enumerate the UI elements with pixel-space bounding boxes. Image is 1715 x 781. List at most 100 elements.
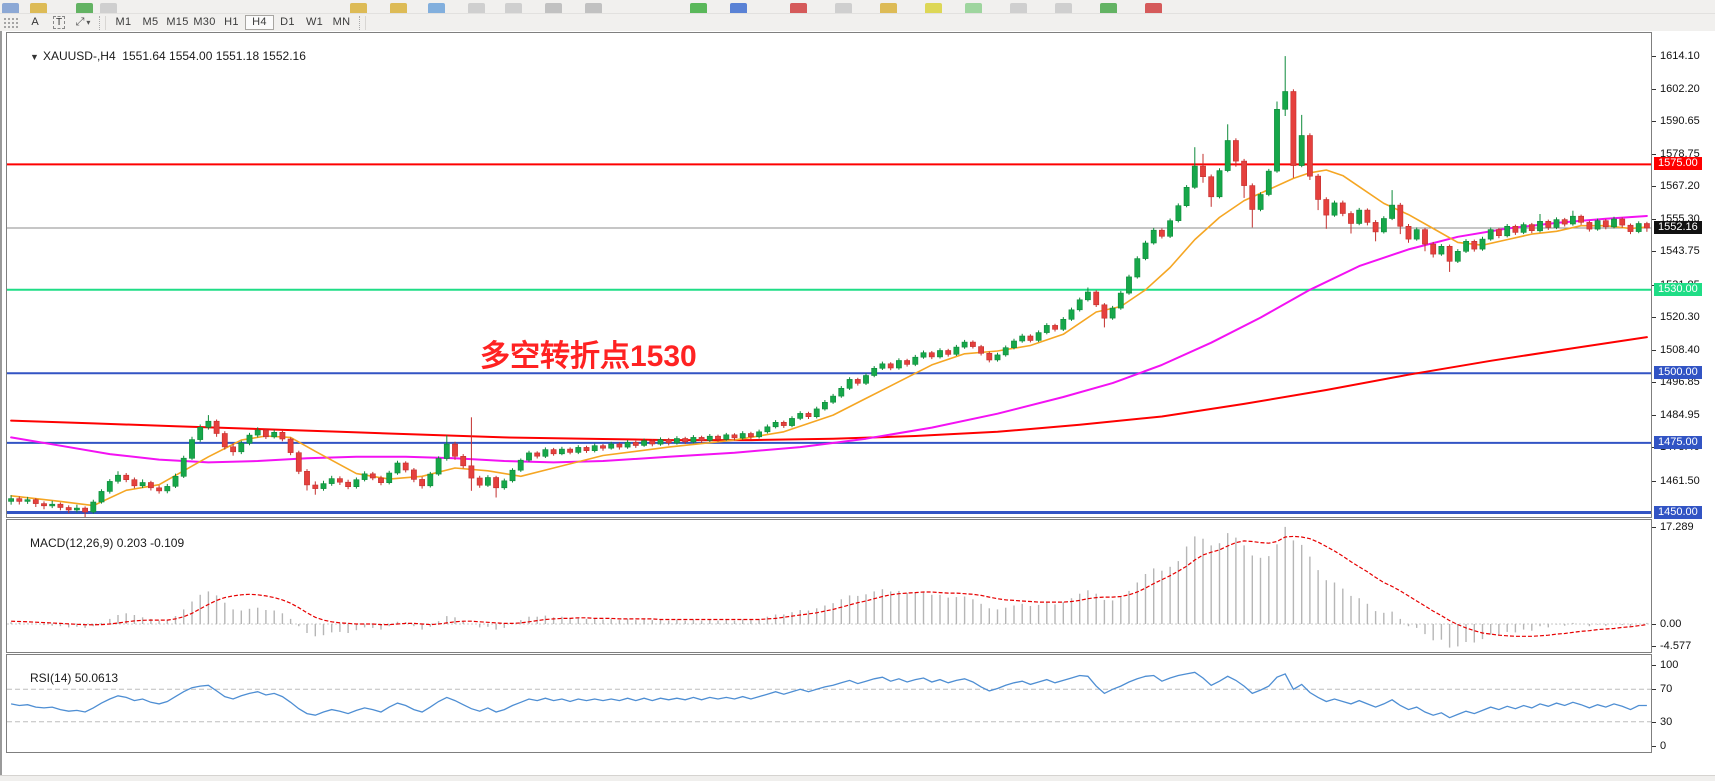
axis-tick-label: 1578.75 xyxy=(1660,148,1700,160)
indicators-icon[interactable] xyxy=(690,3,707,13)
terminal-icon[interactable] xyxy=(790,3,807,13)
timeframe-M1-button[interactable]: M1 xyxy=(115,16,132,28)
ohlc-close: 1552.16 xyxy=(262,49,306,63)
alert-icon[interactable] xyxy=(880,3,897,13)
axis-tick-mark xyxy=(1652,186,1656,188)
axis-tick-mark xyxy=(1652,526,1656,528)
zoom-in-icon[interactable] xyxy=(1055,3,1072,13)
price-level-badge: 1475.00 xyxy=(1654,435,1702,449)
horizontal-level-lines xyxy=(7,163,1651,514)
axis-tick-label: 1590.65 xyxy=(1660,114,1700,127)
axis-tick-mark xyxy=(1652,480,1656,482)
price-axis[interactable]: 1614.10 1602.20 1590.65 1578.75 1567.20 1555.… xyxy=(1652,32,1715,781)
stop-icon[interactable] xyxy=(1145,3,1162,13)
arrows-tool-button[interactable]: ⤢ ▾ xyxy=(71,15,95,30)
macd-signal-line xyxy=(11,535,1647,637)
axis-tick-mark xyxy=(1652,349,1656,351)
axis-tick-mark xyxy=(1652,689,1656,691)
axis-tick-label: 1508.40 xyxy=(1660,343,1700,356)
price-level-badge: 1575.00 xyxy=(1654,157,1702,171)
chart-title: ▼ XAUUSD-,H4 1551.64 1554.00 1551.18 1552… xyxy=(10,35,306,77)
axis-tick-mark xyxy=(1652,746,1656,747)
current-price-badge: 1552.16 xyxy=(1654,221,1702,235)
axis-tick-label: 100 xyxy=(1660,659,1679,671)
label-tool-button[interactable]: A xyxy=(31,16,39,28)
rsi-value: 50.0613 xyxy=(74,671,119,685)
macd-signal-value: -0.109 xyxy=(150,536,185,550)
macd-value: 0.203 xyxy=(116,536,147,550)
timeframe-MN-button[interactable]: MN xyxy=(332,16,351,28)
ohlc-open: 1551.64 xyxy=(122,49,166,63)
strategy-icon[interactable] xyxy=(835,3,852,13)
axis-tick-mark xyxy=(1652,88,1656,90)
crosshair-icon[interactable] xyxy=(390,3,407,13)
axis-tick-mark xyxy=(1652,316,1656,318)
macd-indicator-canvas[interactable] xyxy=(6,519,1652,653)
axis-tick-mark xyxy=(1652,251,1656,253)
mail-icon[interactable] xyxy=(925,3,942,13)
timeframe-D1-button[interactable]: D1 xyxy=(280,16,295,28)
vline-tool-icon[interactable] xyxy=(505,3,522,13)
chart-annotation-text[interactable]: 多空转折点1530 xyxy=(480,340,697,373)
axis-tick-label: 0 xyxy=(1660,740,1667,752)
axis-tick-label: 1602.20 xyxy=(1660,82,1700,95)
slow-ma-red-line xyxy=(10,336,1648,442)
tile-windows-icon[interactable] xyxy=(428,3,445,13)
macd-name: MACD(12,26,9) xyxy=(30,536,114,550)
text-tool-icon: T xyxy=(52,16,66,29)
timeframe-bar: M1 M5 M15 M30 H1 H4 D1 W1 MN xyxy=(110,15,355,30)
ohlc-low: 1551.18 xyxy=(215,49,260,63)
timeframe-W1-button[interactable]: W1 xyxy=(305,16,324,28)
axis-tick-label: 1484.95 xyxy=(1660,409,1700,422)
candlesticks xyxy=(8,56,1650,517)
profiles-icon[interactable] xyxy=(100,3,117,13)
ohlc-high: 1554.00 xyxy=(169,49,213,63)
cursor-icon[interactable] xyxy=(350,3,367,13)
navigator-icon[interactable] xyxy=(730,3,747,13)
chart-workspace: ▼ XAUUSD-,H4 1551.64 1554.00 1551.18 1552… xyxy=(0,31,1715,781)
axis-tick-label: 1567.20 xyxy=(1660,180,1700,193)
text-tool-button[interactable]: T xyxy=(47,15,71,30)
axis-tick-mark xyxy=(1652,415,1656,417)
axis-tick-mark xyxy=(1652,120,1656,122)
axis-tick-mark xyxy=(1652,665,1656,666)
price-level-badge: 1450.00 xyxy=(1654,505,1702,519)
news-icon[interactable] xyxy=(965,3,982,13)
rsi-label: RSI(14) 50.0613 xyxy=(10,657,118,699)
timeframe-M15-button[interactable]: M15 xyxy=(166,16,189,28)
new-chart-icon[interactable] xyxy=(2,3,19,13)
axis-tick-mark xyxy=(1652,623,1656,625)
macd-label: MACD(12,26,9) 0.203 -0.109 xyxy=(10,522,184,564)
rsi-name: RSI(14) xyxy=(30,671,72,685)
symbol-timeframe-label: XAUUSD-,H4 xyxy=(42,49,116,63)
price-level-badge: 1530.00 xyxy=(1654,282,1702,296)
add-icon[interactable] xyxy=(76,3,93,13)
tools-timeframe-toolbar: A T ⤢ ▾ M1 M5 M15 M30 H1 H4 D1 W1 MN xyxy=(0,14,1715,32)
axis-tick-label: 0.00 xyxy=(1660,617,1682,630)
macd-histogram xyxy=(10,526,1648,648)
symbol-dropdown-icon[interactable]: ▼ xyxy=(30,52,39,62)
price-chart-canvas[interactable] xyxy=(6,32,1652,518)
rsi-indicator-canvas[interactable] xyxy=(6,654,1652,753)
axis-tick-mark xyxy=(1652,721,1656,723)
hline-tool-icon[interactable] xyxy=(468,3,485,13)
timeframe-M30-button[interactable]: M30 xyxy=(193,16,216,28)
axis-tick-mark xyxy=(1652,154,1656,155)
trendline-tool-icon[interactable] xyxy=(545,3,562,13)
zoom-out-icon[interactable] xyxy=(1100,3,1117,13)
channel-tool-icon[interactable] xyxy=(585,3,602,13)
axis-tick-mark xyxy=(1652,646,1656,647)
chevron-down-icon: ▾ xyxy=(86,18,91,27)
timeframe-H1-button[interactable]: H1 xyxy=(224,16,239,28)
timeframe-H4-button[interactable]: H4 xyxy=(245,15,274,30)
axis-tick-mark xyxy=(1652,382,1656,384)
axis-tick-label: 70 xyxy=(1660,683,1673,696)
axis-tick-mark xyxy=(1652,219,1656,221)
zoom-icon[interactable] xyxy=(30,3,47,13)
timeframe-M5-button[interactable]: M5 xyxy=(142,16,159,28)
axis-tick-label: 30 xyxy=(1660,715,1673,728)
autotrade-icon[interactable] xyxy=(1010,3,1027,13)
axis-tick-label: 1461.50 xyxy=(1660,474,1700,487)
toolbar-drag-handle[interactable] xyxy=(3,16,19,29)
